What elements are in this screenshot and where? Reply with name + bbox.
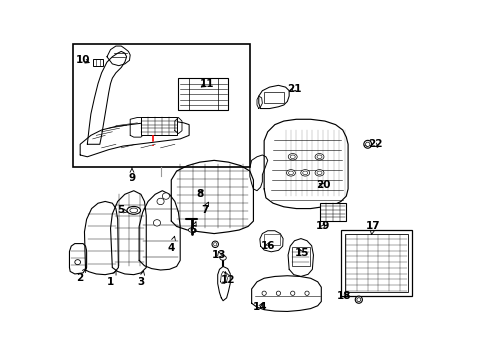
Ellipse shape xyxy=(314,154,324,160)
Ellipse shape xyxy=(153,220,160,226)
Bar xyxy=(319,203,346,221)
Ellipse shape xyxy=(75,260,81,265)
Bar xyxy=(264,92,283,103)
Ellipse shape xyxy=(302,171,307,175)
Bar xyxy=(93,59,103,66)
Text: 10: 10 xyxy=(76,55,90,65)
Text: 3: 3 xyxy=(137,271,144,287)
Text: 21: 21 xyxy=(286,84,301,94)
Ellipse shape xyxy=(316,171,322,175)
Ellipse shape xyxy=(127,206,140,214)
Text: 2: 2 xyxy=(76,268,86,283)
Bar xyxy=(141,117,176,135)
Bar xyxy=(340,230,411,296)
Text: 22: 22 xyxy=(367,139,381,149)
Text: 11: 11 xyxy=(199,78,214,89)
Text: 19: 19 xyxy=(315,221,329,231)
Ellipse shape xyxy=(288,171,293,175)
Bar xyxy=(291,247,309,266)
Bar xyxy=(263,234,279,245)
Text: 9: 9 xyxy=(128,168,135,183)
Text: 8: 8 xyxy=(196,189,203,199)
Ellipse shape xyxy=(220,256,226,260)
Text: 5: 5 xyxy=(118,205,127,215)
Text: 4: 4 xyxy=(167,236,175,253)
Bar xyxy=(178,78,228,111)
Ellipse shape xyxy=(290,291,294,296)
Bar xyxy=(73,44,249,167)
Ellipse shape xyxy=(130,208,138,213)
Text: 17: 17 xyxy=(365,221,380,235)
Text: 14: 14 xyxy=(253,302,267,312)
Ellipse shape xyxy=(290,155,295,158)
Text: 7: 7 xyxy=(201,202,208,215)
Text: 20: 20 xyxy=(315,180,330,190)
Ellipse shape xyxy=(316,155,322,158)
Text: 16: 16 xyxy=(260,241,274,251)
Ellipse shape xyxy=(286,170,295,176)
Ellipse shape xyxy=(162,193,169,199)
Ellipse shape xyxy=(304,291,308,296)
Ellipse shape xyxy=(213,243,216,246)
Ellipse shape xyxy=(276,291,280,296)
Ellipse shape xyxy=(212,241,218,248)
Bar xyxy=(345,234,407,292)
Ellipse shape xyxy=(157,198,164,204)
Ellipse shape xyxy=(287,154,297,160)
Ellipse shape xyxy=(300,170,309,176)
Ellipse shape xyxy=(262,291,266,296)
Text: 12: 12 xyxy=(221,272,235,285)
Ellipse shape xyxy=(365,142,369,147)
Ellipse shape xyxy=(363,140,371,148)
Ellipse shape xyxy=(188,228,194,232)
Text: 6: 6 xyxy=(189,222,196,235)
Ellipse shape xyxy=(354,296,362,303)
Ellipse shape xyxy=(356,298,360,302)
Text: 1: 1 xyxy=(107,271,116,287)
Ellipse shape xyxy=(314,170,324,176)
Text: 15: 15 xyxy=(294,248,308,258)
Text: 13: 13 xyxy=(212,250,226,260)
Text: 18: 18 xyxy=(337,291,351,301)
